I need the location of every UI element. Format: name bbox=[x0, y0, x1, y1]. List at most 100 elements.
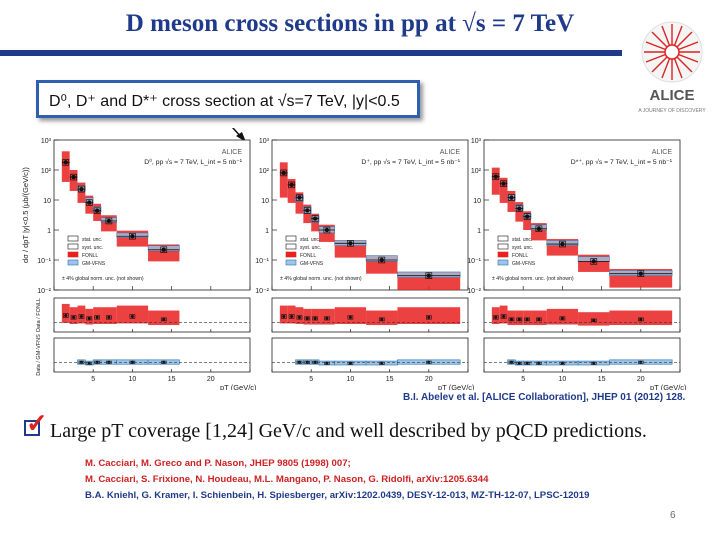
ratio-syst-box bbox=[94, 315, 100, 320]
ratio-syst-box bbox=[492, 315, 499, 320]
legend-swatch bbox=[67, 235, 79, 242]
fonll-band bbox=[523, 211, 532, 230]
ratio-point bbox=[639, 317, 643, 321]
x-tick-label: 10 bbox=[129, 376, 137, 383]
ratio-point bbox=[305, 316, 309, 320]
ratio-point bbox=[427, 315, 431, 319]
logo-tagline: A JOURNEY OF DISCOVERY bbox=[638, 108, 706, 114]
ratio-point bbox=[348, 315, 352, 319]
ratio-point bbox=[537, 317, 541, 321]
data-point bbox=[289, 182, 294, 188]
y-tick-label: 10 bbox=[261, 198, 269, 205]
x-tick-label: 20 bbox=[207, 376, 215, 383]
title-underline bbox=[0, 50, 622, 56]
norm-note: ± 4% global norm. unc. (not shown) bbox=[280, 276, 362, 282]
x-tick-label: 5 bbox=[521, 376, 525, 383]
panel-title: D⁺, pp √s = 7 TeV, L_int = 5 nb⁻¹ bbox=[361, 158, 460, 166]
ratio-point bbox=[297, 315, 301, 319]
ratio-point bbox=[313, 360, 317, 364]
ratio-syst-box bbox=[70, 315, 77, 320]
norm-note: ± 4% global norm. unc. (not shown) bbox=[492, 276, 574, 282]
ratio-syst-box bbox=[425, 315, 432, 320]
legend-swatch bbox=[497, 243, 509, 250]
y-tick-label: 10⁻² bbox=[37, 288, 51, 295]
figure-credit: B.I. Abelev et al. [ALICE Collaboration]… bbox=[403, 392, 686, 403]
ratio-syst-box bbox=[160, 317, 167, 322]
ratio-point bbox=[560, 316, 564, 320]
fonll-band bbox=[69, 170, 78, 191]
x-tick-label: 5 bbox=[91, 376, 95, 383]
ratio-point bbox=[130, 314, 134, 318]
x-tick-label: 15 bbox=[598, 376, 606, 383]
data-point bbox=[94, 208, 100, 213]
callout-box: D⁰, D⁺ and D*⁺ cross section at √s=7 TeV… bbox=[36, 80, 420, 118]
ratio-point bbox=[130, 360, 134, 364]
data-point bbox=[536, 226, 542, 231]
ratio-point bbox=[95, 315, 99, 319]
ratio-syst-box bbox=[312, 316, 318, 321]
fonll-band bbox=[499, 177, 508, 203]
ratio-point bbox=[313, 316, 317, 320]
data-point bbox=[281, 170, 286, 176]
x-tick-label: 20 bbox=[425, 376, 433, 383]
bullet-text: Large pT coverage [1,24] GeV/c and well … bbox=[50, 420, 647, 442]
x-tick-label: 10 bbox=[559, 376, 567, 383]
ratio-syst-box bbox=[524, 317, 530, 322]
ratio-point bbox=[592, 318, 596, 322]
ratio-syst-box bbox=[296, 315, 303, 320]
data-point bbox=[130, 234, 135, 239]
data-point bbox=[493, 174, 498, 179]
ratio-syst-box bbox=[62, 313, 69, 318]
experiment-label: ALICE bbox=[652, 149, 673, 156]
legend-entry: FONLL bbox=[82, 253, 98, 259]
fonll-band bbox=[61, 151, 70, 182]
data-point bbox=[87, 200, 92, 205]
panel-title: D*⁺, pp √s = 7 TeV, L_int = 5 nb⁻¹ bbox=[571, 158, 673, 166]
reference-1: M. Cacciari, M. Greco and P. Nason, JHEP… bbox=[85, 458, 351, 469]
ratio-syst-box bbox=[324, 316, 330, 321]
ratio-point bbox=[325, 316, 329, 320]
ratio-syst-box bbox=[378, 317, 385, 322]
data-point bbox=[524, 214, 530, 219]
legend-swatch bbox=[67, 251, 79, 258]
y-tick-label: 1 bbox=[265, 228, 269, 235]
ratio-point bbox=[95, 360, 99, 364]
legend-entry: stat. unc. bbox=[82, 237, 102, 243]
legend-swatch bbox=[285, 243, 297, 250]
panel-title: D⁰, pp √s = 7 TeV, L_int = 5 nb⁻¹ bbox=[144, 158, 242, 166]
ratio-y-label: Data / GM-VFNS bbox=[36, 334, 42, 376]
ratio-point bbox=[290, 314, 294, 318]
callout-text: D⁰, D⁺ and D*⁺ cross section at √s=7 TeV… bbox=[49, 93, 400, 110]
ratio-syst-box bbox=[78, 314, 85, 319]
y-tick-label: 1 bbox=[477, 228, 481, 235]
legend-entry: stat. unc. bbox=[512, 237, 532, 243]
y-tick-label: 10⁻¹ bbox=[255, 258, 269, 265]
y-tick-label: 10⁻¹ bbox=[467, 258, 481, 265]
y-tick-label: 10² bbox=[259, 168, 270, 175]
checkbox-icon bbox=[24, 420, 40, 436]
data-point bbox=[79, 186, 84, 192]
fonll-band bbox=[295, 192, 304, 214]
fonll-band bbox=[507, 190, 516, 212]
data-point bbox=[638, 271, 643, 276]
ratio-point bbox=[87, 316, 91, 320]
y-tick-label: 10³ bbox=[41, 138, 52, 145]
ratio-point bbox=[494, 315, 498, 319]
x-axis-label: pT (GeV/c) bbox=[220, 383, 257, 390]
x-tick-label: 15 bbox=[386, 376, 394, 383]
chart-panel-1: 10⁻² 10⁻¹ 1 10 10² 10³ 5 10 15 20 pT (GeV/c) dσ / d… bbox=[21, 138, 257, 390]
chart-panel-3: 10⁻² 10⁻¹ 1 10 10² 10³ 5 10 15 20 pT (GeV/c) ALICE D… bbox=[467, 138, 687, 390]
ratio-point bbox=[517, 317, 521, 321]
data-point bbox=[426, 273, 431, 278]
ratio-syst-box bbox=[347, 315, 354, 320]
fonll-band bbox=[279, 162, 288, 198]
y-tick-label: 10² bbox=[471, 168, 482, 175]
y-tick-label: 10 bbox=[43, 198, 51, 205]
ratio-point bbox=[380, 317, 384, 321]
data-point bbox=[509, 195, 514, 200]
ratio-syst-box bbox=[536, 317, 542, 322]
legend-swatch bbox=[285, 259, 297, 266]
data-point bbox=[560, 241, 565, 247]
x-axis-label: pT (GeV/c) bbox=[650, 383, 687, 390]
ratio-syst-box bbox=[637, 317, 644, 322]
